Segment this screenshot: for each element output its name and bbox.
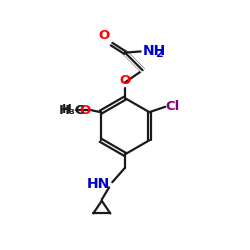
- Text: O: O: [120, 74, 130, 87]
- Text: H₃C: H₃C: [58, 104, 85, 117]
- Text: O: O: [98, 30, 110, 43]
- Text: Cl: Cl: [166, 100, 180, 113]
- Text: H: H: [62, 103, 72, 116]
- Text: NH: NH: [142, 44, 166, 59]
- Text: O: O: [79, 104, 90, 117]
- Text: 2: 2: [155, 48, 163, 58]
- Text: HN: HN: [87, 177, 110, 191]
